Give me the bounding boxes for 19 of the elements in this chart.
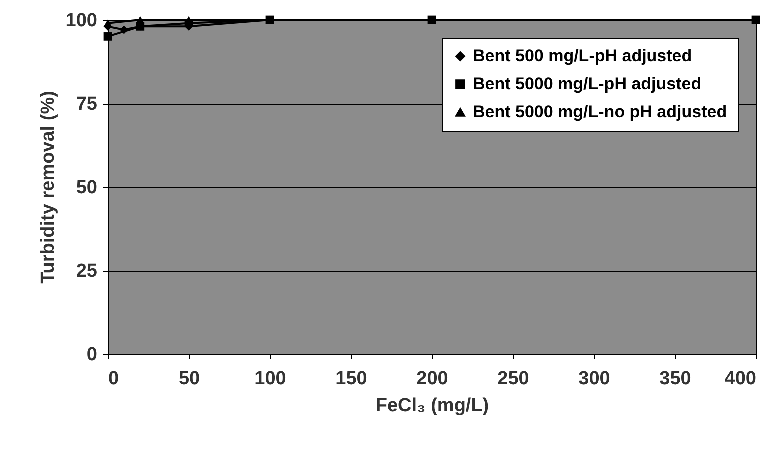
x-axis-title: FeCl₃ (mg/L) [376, 396, 490, 416]
x-tick-label: 250 [498, 368, 530, 390]
x-tick-label: 350 [660, 368, 692, 390]
x-tick-label: 200 [416, 368, 448, 390]
y-tick-label: 0 [86, 344, 98, 366]
y-tick-label: 100 [66, 10, 98, 32]
x-tick-label: 100 [254, 368, 286, 390]
y-tick-label: 75 [76, 94, 98, 115]
y-axis-title: Turbidity removal (%) [38, 91, 59, 284]
legend-label: Bent 5000 mg/L-pH adjusted [473, 74, 702, 94]
x-tick-label: 400 [724, 368, 756, 390]
x-tick-label: 50 [178, 368, 200, 390]
legend-label: Bent 500 mg/L-pH adjusted [473, 46, 692, 66]
x-tick-label: 150 [336, 368, 368, 390]
y-tick-label: 50 [76, 178, 98, 198]
legend-label: Bent 5000 mg/L-no pH adjusted [473, 102, 728, 122]
x-tick-label: 300 [578, 368, 610, 390]
y-tick-label: 25 [76, 261, 98, 282]
x-tick-label: 0 [108, 368, 120, 390]
